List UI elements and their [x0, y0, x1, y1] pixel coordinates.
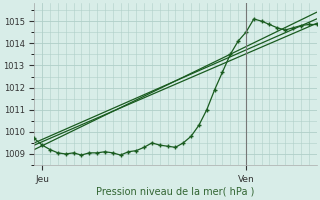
X-axis label: Pression niveau de la mer( hPa ): Pression niveau de la mer( hPa )	[96, 187, 255, 197]
